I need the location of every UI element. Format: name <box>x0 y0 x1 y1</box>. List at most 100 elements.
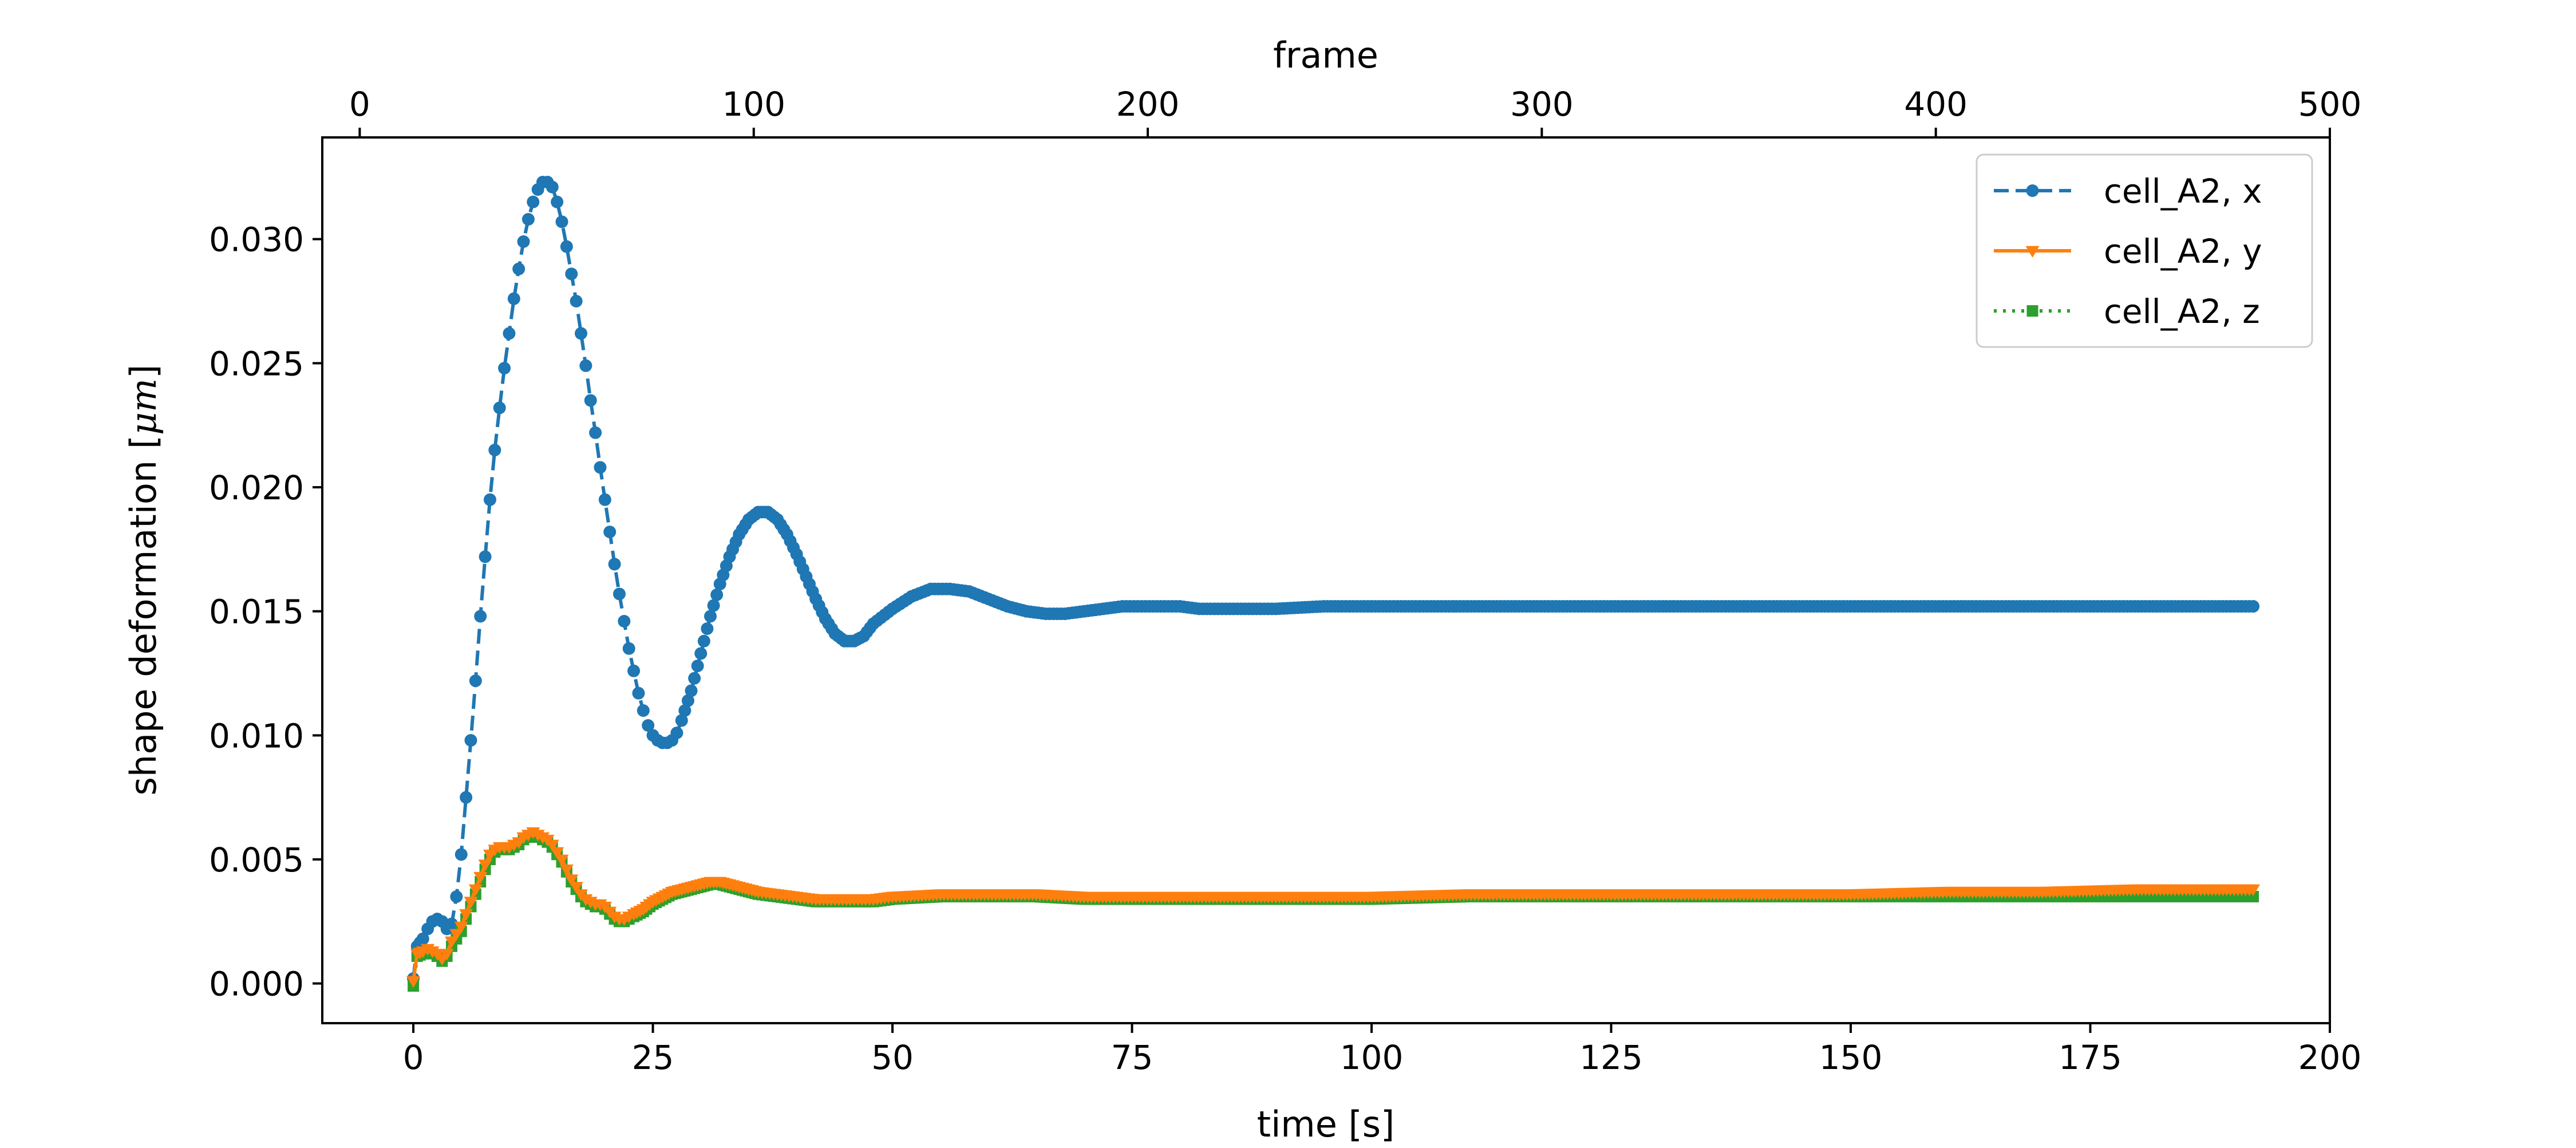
series-point <box>450 890 463 903</box>
series-1 <box>406 827 2261 988</box>
series-point <box>707 599 720 612</box>
series-point <box>694 647 708 660</box>
y-axis-label-unit: μm <box>123 378 164 435</box>
x-axis-label: time [s] <box>1257 1103 1394 1145</box>
series-point <box>691 660 704 672</box>
series-point <box>681 694 694 707</box>
y-tick-label: 0.020 <box>209 468 304 507</box>
secondary-x-axis-label: frame <box>1273 34 1378 76</box>
series-point <box>464 897 478 909</box>
legend-label: cell_A2, z <box>2104 292 2260 331</box>
legend-box <box>1976 153 2313 348</box>
legend-label: cell_A2, x <box>2104 172 2262 211</box>
series-point <box>449 929 464 941</box>
series-point <box>478 859 492 871</box>
series-point <box>584 394 597 407</box>
series-point <box>555 215 568 228</box>
series-point <box>483 493 496 506</box>
secondary-x-tick-label: 400 <box>1904 85 1967 124</box>
series-point <box>564 874 579 886</box>
legend-marker <box>2026 184 2039 197</box>
series-point <box>570 295 583 307</box>
series-point <box>527 195 540 208</box>
x-tick-label: 150 <box>1819 1038 1883 1077</box>
series-point <box>488 444 501 456</box>
y-axis-label: shape deformation [μm] <box>123 365 164 796</box>
series-point <box>598 493 611 506</box>
series-point <box>460 791 473 804</box>
series-point <box>670 727 683 739</box>
series-point <box>622 642 635 655</box>
series-point <box>551 195 564 208</box>
series-point <box>546 180 559 194</box>
series-point <box>493 401 506 415</box>
series-point <box>637 704 650 717</box>
series-point <box>507 292 520 305</box>
y-tick-label: 0.030 <box>209 220 304 259</box>
series-point <box>517 235 530 248</box>
series-point <box>498 362 511 374</box>
secondary-x-tick-label: 500 <box>2298 85 2362 124</box>
series-point <box>560 240 573 253</box>
series-layer <box>406 176 2261 992</box>
series-point <box>579 359 592 372</box>
series-point <box>473 871 488 884</box>
series-point <box>464 734 477 747</box>
series-point <box>688 672 701 685</box>
series-point <box>559 864 574 877</box>
series-point <box>440 949 454 961</box>
series-point <box>2246 884 2261 896</box>
series-point <box>710 588 724 601</box>
y-tick-label: 0.010 <box>209 716 304 755</box>
plot-frame <box>321 136 2331 1024</box>
series-point <box>474 610 487 623</box>
series-point <box>603 526 617 538</box>
series-point <box>454 921 468 933</box>
series-point <box>550 847 564 859</box>
series-point <box>416 932 429 945</box>
series-point <box>685 684 698 697</box>
series-point <box>445 917 458 930</box>
x-tick-label: 200 <box>2298 1038 2362 1077</box>
x-tick-label: 125 <box>1579 1038 1643 1077</box>
series-point <box>479 550 492 563</box>
legend: cell_A2, x cell_A2, y cell_A2, z <box>1976 153 2313 348</box>
legend-marker <box>2026 305 2038 317</box>
series-point <box>503 327 516 340</box>
secondary-x-tick-label: 100 <box>722 85 785 124</box>
series-point <box>589 426 602 439</box>
series-point <box>469 674 482 687</box>
x-axis-ticks: 0 25 50 75 100 125 150 175 200 <box>403 1023 2362 1077</box>
series-point <box>512 262 526 275</box>
secondary-x-tick-label: 300 <box>1510 85 1574 124</box>
series-point <box>459 909 473 921</box>
series-point <box>701 622 714 635</box>
series-point <box>521 213 535 226</box>
series-point <box>594 461 607 474</box>
secondary-x-tick-label: 0 <box>349 85 370 124</box>
secondary-x-tick-label: 200 <box>1116 85 1180 124</box>
x-tick-label: 25 <box>632 1038 674 1077</box>
series-point <box>608 558 621 571</box>
series-point <box>555 854 569 866</box>
y-axis-label-prefix: shape deformation [ <box>123 435 164 796</box>
legend-marker <box>2025 246 2040 258</box>
series-point <box>618 615 631 628</box>
legend-items: cell_A2, x cell_A2, y cell_A2, z <box>1994 172 2262 331</box>
x-tick-label: 100 <box>1340 1038 1404 1077</box>
secondary-x-axis-ticks: 0 100 200 300 400 500 <box>349 85 2361 137</box>
series-point <box>627 664 641 677</box>
series-point <box>697 634 710 648</box>
series-point <box>678 704 692 717</box>
y-axis-ticks: 0.000 0.005 0.010 0.015 0.020 0.025 0.030 <box>209 220 322 1004</box>
series-point <box>704 610 717 623</box>
legend-label: cell_A2, y <box>2104 232 2262 271</box>
y-axis-label-suffix: ] <box>123 365 164 378</box>
series-point <box>2247 600 2260 613</box>
series-point <box>569 882 583 894</box>
y-tick-label: 0.005 <box>209 841 304 879</box>
series-point <box>545 839 559 851</box>
series-point <box>468 884 483 896</box>
